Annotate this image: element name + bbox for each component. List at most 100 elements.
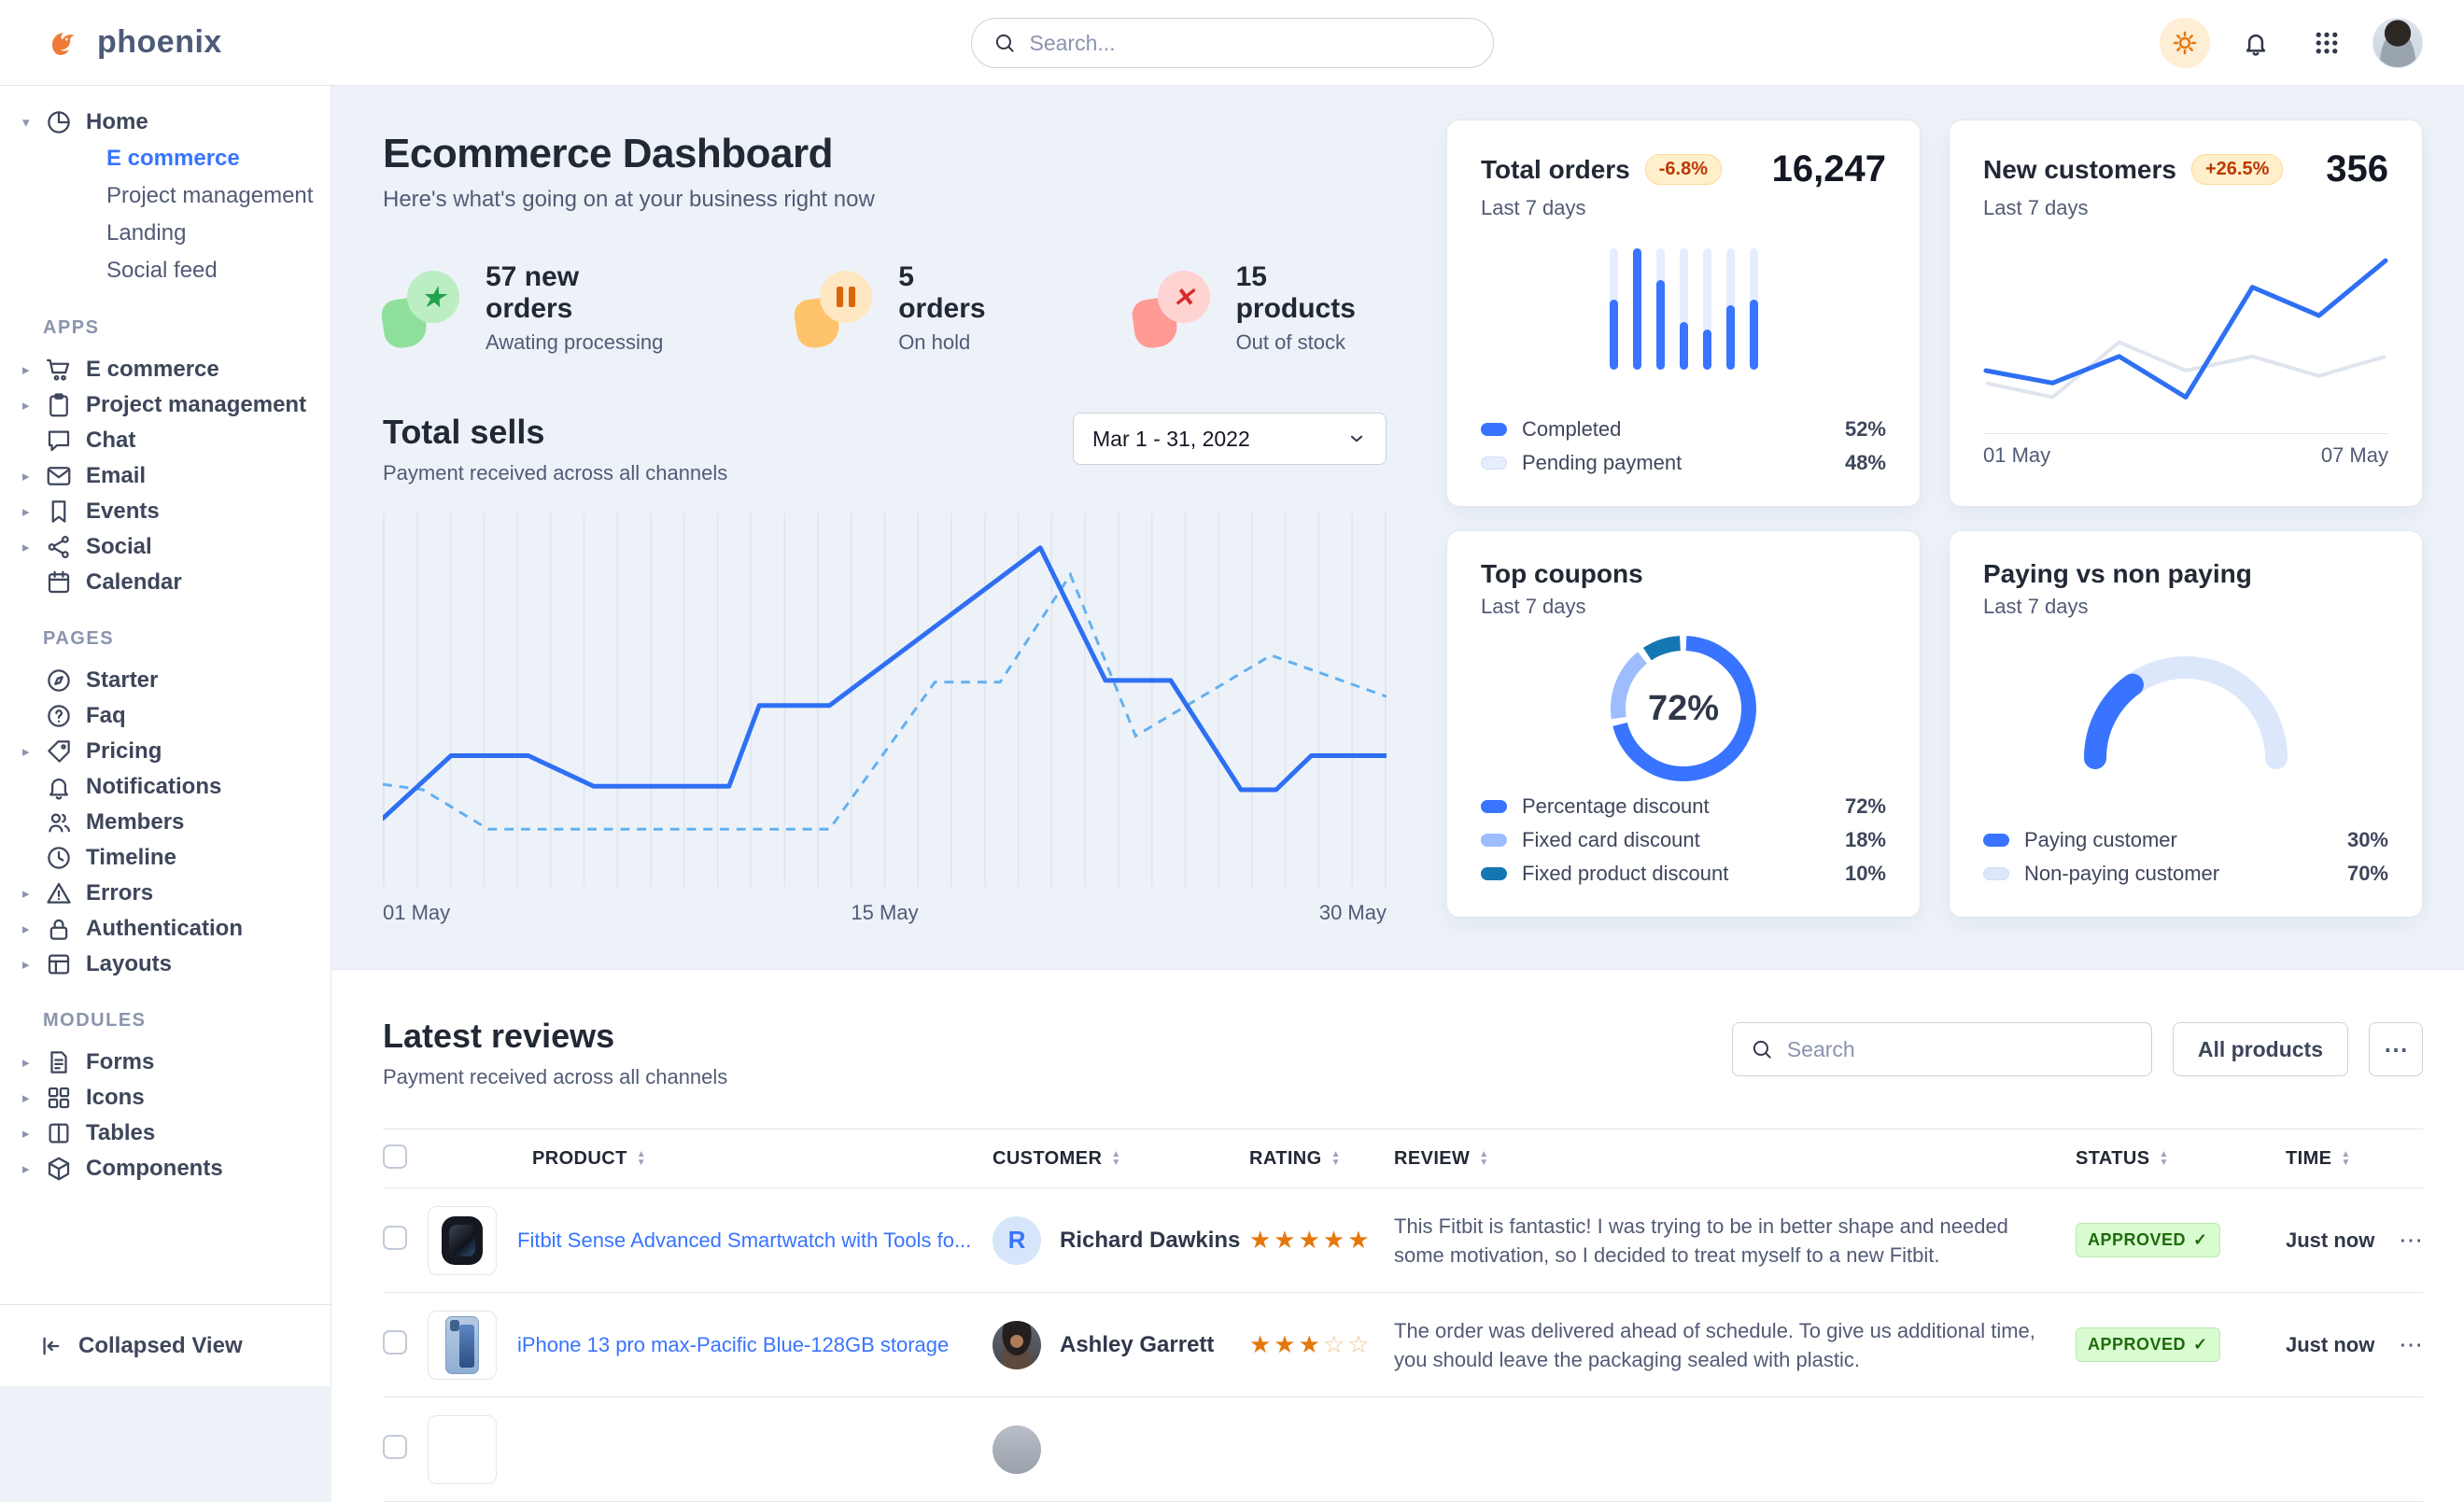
product-link[interactable]: iPhone 13 pro max-Pacific Blue-128GB sto… [517,1332,950,1356]
sidebar-item-label: Pricing [86,738,162,764]
more-options-button[interactable]: ⋯ [2369,1022,2423,1076]
row-actions-button[interactable]: ⋯ [2399,1330,2423,1358]
reviews-search[interactable] [1731,1022,2152,1076]
stat-label: Out of stock [1235,330,1345,354]
row-checkbox[interactable] [383,1226,407,1250]
sidebar-item-home[interactable]: ▾ Home [21,105,316,140]
sidebar-item-timeline[interactable]: Timeline [21,840,316,876]
collapsed-view-toggle[interactable]: Collapsed View [0,1304,331,1386]
sidebar-subitem-social-feed[interactable]: Social feed [106,258,218,283]
notifications-button[interactable] [2231,18,2281,68]
chat-icon [48,430,70,452]
column-header-customer[interactable]: CUSTOMER ▲ ▼ [993,1148,1249,1170]
row-actions-button[interactable]: ⋯ [2399,1226,2423,1254]
product-link[interactable]: Fitbit Sense Advanced Smartwatch with To… [517,1228,972,1252]
order-stats-row: ★ 57 new orders Awating processing 5 orders… [379,261,1387,355]
date-range-select[interactable]: Mar 1 - 31, 2022 [1073,413,1387,465]
sidebar-item-errors[interactable]: ▸ Errors [21,876,316,911]
order-bar [1655,248,1665,370]
sidebar-item-authentication[interactable]: ▸ Authentication [21,911,316,947]
sidebar-item-label: Icons [86,1085,145,1110]
sidebar-subitem-project-management[interactable]: Project management [106,183,314,208]
global-search-input[interactable] [1029,30,1472,56]
sidebar-item-pricing[interactable]: ▸ Pricing [21,734,316,769]
apps-grid-button[interactable] [2302,18,2352,68]
select-all-checkbox[interactable] [383,1144,407,1169]
legend-swatch [1481,423,1507,436]
sidebar-item-faq[interactable]: Faq [21,698,316,734]
reviews-header: Latest reviews Payment received across a… [383,1017,2423,1089]
caret-icon: ▸ [22,921,30,937]
check-icon: ✓ [2193,1335,2208,1354]
sidebar-item-starter[interactable]: Starter [21,663,316,698]
sidebar-subitem-e-commerce[interactable]: E commerce [106,146,240,171]
card-period: Last 7 days [1481,196,1586,219]
cube-icon [48,1157,70,1181]
nav-section-label-modules: MODULES [43,1010,147,1031]
sidebar-item-notifications[interactable]: Notifications [21,769,316,805]
warning-triangle-icon [47,882,71,904]
brand-name: phoenix [97,24,222,60]
column-header-label: RATING [1249,1147,1322,1169]
file-text-icon [50,1051,67,1074]
collapsed-view-label: Collapsed View [78,1332,243,1358]
reviews-search-input[interactable] [1786,1036,2134,1062]
sidebar-item-forms[interactable]: ▸ Forms [21,1045,316,1080]
cube-icon [45,1155,73,1183]
sidebar-item-members[interactable]: Members [21,805,316,840]
sidebar-item-layouts[interactable]: ▸ Layouts [21,947,316,982]
trend-badge: -6.8% [1644,154,1722,185]
sidebar-item-email[interactable]: ▸ Email [21,458,316,494]
dashboard-overview: Ecommerce Dashboard Here's what's going … [331,86,2464,924]
x-axis-label: 15 May [851,901,919,924]
reviews-controls: All products ⋯ [1731,1022,2423,1076]
new-customers-chart [1983,258,2388,400]
sidebar-item-project-management[interactable]: ▸ Project management [21,387,316,423]
x-axis-label: 01 May [1983,443,2051,467]
column-header-rating[interactable]: RATING ▲ ▼ [1249,1148,1394,1170]
orders-bar-chart [1609,248,1758,370]
legend-value: 52% [1844,417,1886,441]
rating-stars: ★★★☆☆ [1249,1330,1373,1358]
topnav: phoenix [0,0,2464,86]
user-avatar[interactable] [2372,17,2423,68]
sidebar-item-components[interactable]: ▸ Components [21,1151,316,1186]
stat-circle-shape [820,271,873,323]
order-bar [1609,248,1618,370]
customer-name: Ashley Garrett [1060,1331,1215,1357]
global-search[interactable] [970,18,1494,68]
nav-section-label-pages: PAGES [43,628,115,649]
question-circle-icon [45,702,73,730]
customer-avatar [993,1320,1041,1369]
paying-gauge-chart [2084,656,2288,769]
theme-toggle-button[interactable] [2160,17,2210,68]
column-header-status[interactable]: STATUS ▲ ▼ [2076,1148,2286,1170]
sidebar-item-tables[interactable]: ▸ Tables [21,1116,316,1151]
legend-swatch [1481,800,1507,813]
brand-logo[interactable]: phoenix [43,22,222,63]
sidebar-item-events[interactable]: ▸ Events [21,494,316,529]
sidebar-subitem-landing[interactable]: Landing [106,220,187,246]
sidebar-item-e-commerce[interactable]: ▸ E commerce [21,352,316,387]
paying-legend: Paying customer 30% Non-paying customer 70% [1983,823,2388,891]
search-icon [995,34,1014,52]
product-thumbnail [428,1310,497,1380]
column-header-review[interactable]: REVIEW ▲ ▼ [1394,1148,2076,1170]
x-axis-label: 30 May [1318,901,1387,924]
legend-item-paying-customer: Paying customer 30% [1983,823,2388,857]
sidebar-item-icons[interactable]: ▸ Icons [21,1080,316,1116]
status-cell: APPROVED ✓ [2076,1327,2286,1362]
sidebar-item-calendar[interactable]: Calendar [21,565,316,600]
all-products-button[interactable]: All products [2172,1022,2348,1076]
column-header-label: CUSTOMER [993,1147,1103,1169]
customer-cell: Ashley Garrett [993,1320,1249,1369]
column-header-time[interactable]: TIME ▲ ▼ [2286,1148,2379,1170]
status-badge: APPROVED ✓ [2076,1223,2220,1257]
row-checkbox[interactable] [383,1435,407,1459]
sidebar-item-chat[interactable]: Chat [21,423,316,458]
row-checkbox[interactable] [383,1330,407,1355]
sidebar-item-social[interactable]: ▸ Social [21,529,316,565]
stat-text: 57 new orders Awating processing [486,261,665,355]
layout-icon [48,954,70,975]
column-header-product[interactable]: PRODUCT ▲ ▼ [428,1148,993,1170]
